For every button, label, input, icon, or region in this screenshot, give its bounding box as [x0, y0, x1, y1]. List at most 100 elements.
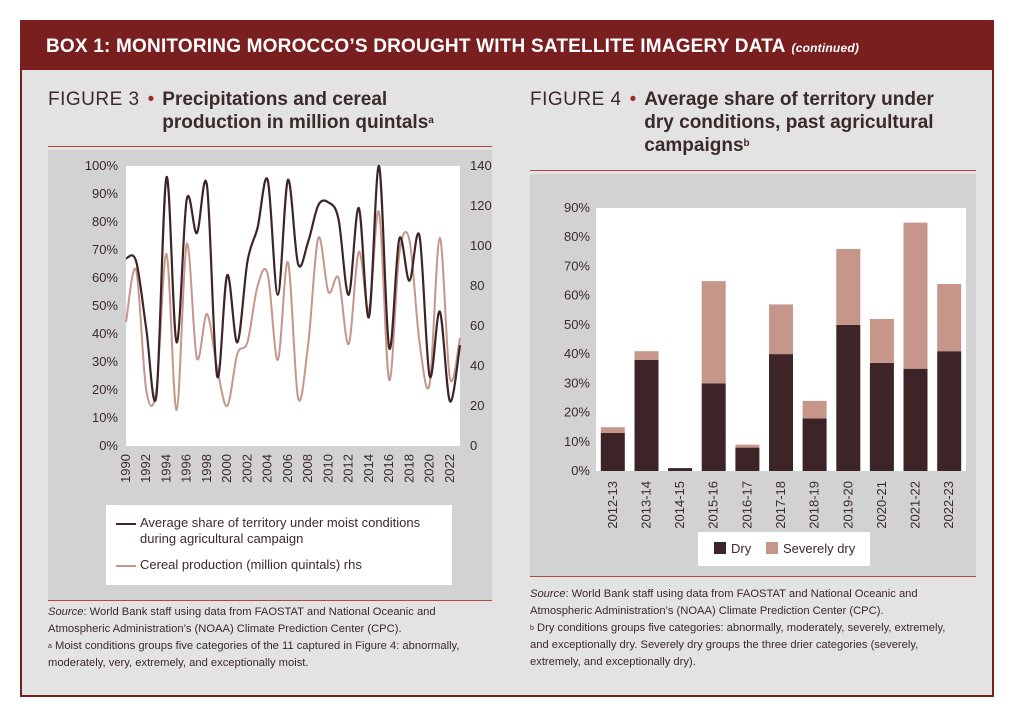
y-right-tick-label: 40 — [470, 358, 484, 373]
figure3-rule — [48, 146, 492, 147]
figure3-title-line2: production in million quintals — [162, 112, 429, 133]
figure3-chart: 0% 10% 20% 30% 40% 50% 60% 70% 80% 90% 100% 0 20 40 60… — [48, 150, 492, 600]
figure4-heading: FIGURE 4 • Average share of territory unde… — [530, 88, 990, 157]
bar-severely-dry — [903, 222, 928, 369]
y-left-tick-label: 10% — [92, 410, 118, 425]
bar-dry — [869, 362, 894, 471]
y-left-tick-label: 100% — [85, 158, 119, 173]
x-tick-label: 2022-23 — [941, 481, 956, 529]
x-tick-label: 2010 — [320, 454, 335, 483]
legend-dry: Dry — [714, 541, 751, 557]
bar-dry — [937, 351, 962, 471]
figure3-legend: Average share of territory under moist c… — [106, 505, 452, 585]
y-right-tick-label: 60 — [470, 318, 484, 333]
x-tick-label: 2012 — [341, 454, 356, 483]
legend-cereal: Cereal production (million quintals) rhs — [116, 557, 362, 573]
bullet-icon: • — [629, 89, 637, 110]
box-title: BOX 1: MONITORING MOROCCO’S DROUGHT WITH… — [46, 36, 786, 57]
figure4-source-label: Source — [530, 588, 566, 600]
x-tick-label: 2020-21 — [874, 481, 889, 529]
legend-severely-dry: Severely dry — [766, 541, 855, 557]
x-tick-label: 1994 — [158, 454, 173, 483]
x-tick-label: 2013-14 — [638, 481, 653, 529]
bar-dry — [802, 418, 827, 471]
bar-dry — [668, 468, 693, 471]
legend-cereal-label: Cereal production (million quintals) rhs — [140, 557, 362, 572]
x-tick-label: 1996 — [179, 454, 194, 483]
x-tick-label: 1998 — [199, 454, 214, 483]
figure3-source-label: Source — [48, 606, 84, 618]
figure4-footnote: b Dry conditions groups five categories:… — [530, 620, 990, 637]
x-tick-label: 2002 — [239, 454, 254, 483]
figure3-note-sup: a — [48, 643, 52, 650]
figure4-title-sup: b — [743, 138, 750, 149]
x-tick-label: 2020 — [422, 454, 437, 483]
bar-dry — [735, 447, 760, 471]
y-right-tick-label: 120 — [470, 198, 492, 213]
bar-dry — [769, 354, 793, 471]
y-tick-label: 0% — [571, 463, 590, 478]
y-right-tick-label: 100 — [470, 238, 492, 253]
bar-severely-dry — [836, 248, 861, 325]
x-tick-label: 2004 — [260, 454, 275, 483]
y-right-tick-label: 140 — [470, 158, 492, 173]
y-left-tick-label: 60% — [92, 270, 118, 285]
x-tick-label: 2014 — [361, 454, 376, 483]
figure4-note-line1: Dry conditions groups five categories: a… — [533, 622, 946, 634]
y-tick-label: 50% — [564, 317, 590, 332]
legend-severely-dry-swatch — [766, 542, 778, 554]
y-left-tick-label: 20% — [92, 382, 118, 397]
y-tick-label: 90% — [564, 200, 590, 215]
x-tick-label: 2019-20 — [840, 481, 855, 529]
figure4-note-sup: b — [530, 625, 534, 632]
figure3-source: Source: World Bank staff using data from… — [48, 604, 508, 621]
y-left-tick-label: 0% — [99, 438, 118, 453]
legend-moist-label: Average share of territory under moist c… — [140, 515, 421, 530]
y-left-tick-label: 30% — [92, 354, 118, 369]
y-left-tick-label: 50% — [92, 298, 118, 313]
y-tick-label: 40% — [564, 346, 590, 361]
bar-severely-dry — [869, 319, 894, 363]
legend-cereal-swatch — [116, 564, 136, 567]
x-tick-label: 2018 — [401, 454, 416, 483]
legend-moist: Average share of territory under moist c… — [116, 515, 420, 531]
bar-dry — [836, 324, 861, 471]
x-tick-label: 2014-15 — [672, 481, 687, 529]
figure3-rule-bottom — [48, 600, 492, 601]
figure3-title-line1: Precipitations and cereal — [162, 89, 388, 110]
y-tick-label: 20% — [564, 405, 590, 420]
figure4-title-line3: campaigns — [644, 135, 744, 156]
y-right-tick-label: 80 — [470, 278, 484, 293]
figure3-title: Precipitations and cereal production in m… — [162, 88, 434, 134]
figure4-chart: 0% 10% 20% 30% 40% 50% 60% 70% 80% 90% 2012-13 2013… — [530, 174, 976, 576]
y-right-tick-label: 20 — [470, 398, 484, 413]
bar-dry — [701, 383, 726, 471]
figure4-title-line2: dry conditions, past agricultural — [644, 112, 934, 133]
x-tick-label: 2015-16 — [706, 481, 721, 529]
figure4-rule-bottom — [530, 576, 976, 577]
y-right-tick-label: 0 — [470, 438, 477, 453]
legend-severely-dry-label: Severely dry — [783, 541, 856, 556]
figure4-source-text: : World Bank staff using data from FAOST… — [565, 588, 918, 600]
figure3-note-line1: Moist conditions groups five categories … — [51, 640, 460, 652]
figure4-legend: Dry Severely dry — [698, 532, 870, 566]
y-left-tick-label: 70% — [92, 242, 118, 257]
y-left-tick-label: 80% — [92, 214, 118, 229]
bar-severely-dry — [701, 281, 726, 384]
figure4-note-line2: and exceptionally dry. Severely dry grou… — [530, 639, 919, 651]
y-left-tick-label: 40% — [92, 326, 118, 341]
x-tick-label: 2006 — [280, 454, 295, 483]
bar-dry — [634, 360, 659, 471]
figure3-notes: Source: World Bank staff using data from… — [48, 604, 508, 672]
figure4-note-line3: extremely, and exceptionally dry). — [530, 656, 696, 668]
bar-severely-dry — [735, 444, 760, 448]
figure3-heading: FIGURE 3 • Precipitations and cereal produc… — [48, 88, 508, 134]
box-header: BOX 1: MONITORING MOROCCO’S DROUGHT WITH… — [22, 22, 992, 70]
bar-severely-dry — [634, 351, 659, 360]
x-tick-label: 2018-19 — [807, 481, 822, 529]
x-tick-label: 2021-22 — [908, 481, 923, 529]
x-tick-label: 2022 — [442, 454, 457, 483]
x-tick-label: 2016 — [381, 454, 396, 483]
figure4-rule — [530, 170, 976, 171]
bar-dry — [600, 433, 625, 471]
